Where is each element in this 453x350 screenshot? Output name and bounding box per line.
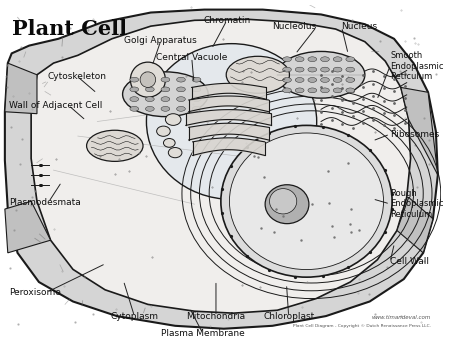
Ellipse shape [295,88,304,93]
Polygon shape [5,201,51,253]
Ellipse shape [161,106,170,111]
Ellipse shape [226,56,289,93]
Ellipse shape [277,51,365,98]
Ellipse shape [270,189,297,214]
Text: Wall of Adjacent Cell: Wall of Adjacent Cell [9,101,102,110]
Ellipse shape [177,97,185,102]
Text: Golgi Apparatus: Golgi Apparatus [125,36,197,45]
Ellipse shape [333,88,342,93]
Ellipse shape [283,88,291,93]
Ellipse shape [321,78,329,82]
Text: Nucleus: Nucleus [342,22,378,32]
Polygon shape [31,19,410,313]
Text: Plasmodesmata: Plasmodesmata [9,198,81,207]
Ellipse shape [192,77,201,82]
Ellipse shape [346,57,355,62]
Ellipse shape [221,125,392,277]
Polygon shape [5,9,438,329]
Text: Central Vacuole: Central Vacuole [156,53,227,62]
Ellipse shape [283,78,291,82]
Text: Ribosomes: Ribosomes [390,130,439,139]
Text: Chloroplast: Chloroplast [263,312,314,321]
Ellipse shape [346,88,355,93]
Ellipse shape [161,97,170,102]
Ellipse shape [123,72,208,117]
Text: Nucleolus: Nucleolus [272,22,317,32]
Ellipse shape [192,97,201,102]
Ellipse shape [161,87,170,92]
Ellipse shape [295,78,304,82]
Ellipse shape [308,57,317,62]
Ellipse shape [130,62,165,97]
Ellipse shape [321,88,329,93]
Text: Plant Cell: Plant Cell [12,19,127,39]
Ellipse shape [283,57,291,62]
Ellipse shape [333,78,342,82]
Ellipse shape [308,78,317,82]
Polygon shape [5,63,37,114]
Text: Cell Wall: Cell Wall [390,257,429,266]
Text: Mitochondria: Mitochondria [186,312,246,321]
Ellipse shape [295,67,304,72]
Ellipse shape [308,67,317,72]
Ellipse shape [164,139,175,147]
Ellipse shape [346,78,355,82]
Ellipse shape [177,106,185,111]
Ellipse shape [146,44,317,199]
Text: Peroxisome: Peroxisome [9,288,61,297]
Ellipse shape [295,57,304,62]
Ellipse shape [229,133,384,270]
Ellipse shape [177,77,185,82]
Ellipse shape [140,72,156,88]
Text: Smooth
Endoplasmic
Reticulum: Smooth Endoplasmic Reticulum [390,51,443,81]
Ellipse shape [265,185,309,224]
Ellipse shape [87,130,143,161]
Ellipse shape [130,106,139,111]
Ellipse shape [169,147,182,158]
Text: www.timandeval.com: www.timandeval.com [372,315,431,320]
Ellipse shape [157,126,170,136]
Ellipse shape [130,97,139,102]
Text: Chromatin: Chromatin [203,15,251,24]
Polygon shape [401,88,438,175]
Ellipse shape [192,106,201,111]
Ellipse shape [130,77,139,82]
Text: Cytoplasm: Cytoplasm [111,312,159,321]
Ellipse shape [165,114,181,125]
Ellipse shape [130,87,139,92]
Ellipse shape [333,57,342,62]
Ellipse shape [177,87,185,92]
Ellipse shape [321,57,329,62]
Ellipse shape [145,97,154,102]
Text: Plasma Membrane: Plasma Membrane [161,329,245,338]
Text: Cytoskeleton: Cytoskeleton [48,72,106,81]
Text: Plant Cell Diagram - Copyright © Dutch Renaissance Press LLC.: Plant Cell Diagram - Copyright © Dutch R… [293,324,431,328]
Ellipse shape [333,67,342,72]
Ellipse shape [145,106,154,111]
Polygon shape [397,197,433,253]
Ellipse shape [321,67,329,72]
Ellipse shape [161,77,170,82]
Ellipse shape [346,67,355,72]
Ellipse shape [145,77,154,82]
Ellipse shape [145,87,154,92]
Ellipse shape [283,67,291,72]
Text: Rough
Endoplasmic
Reticulum: Rough Endoplasmic Reticulum [390,189,443,219]
Ellipse shape [308,88,317,93]
Ellipse shape [192,87,201,92]
